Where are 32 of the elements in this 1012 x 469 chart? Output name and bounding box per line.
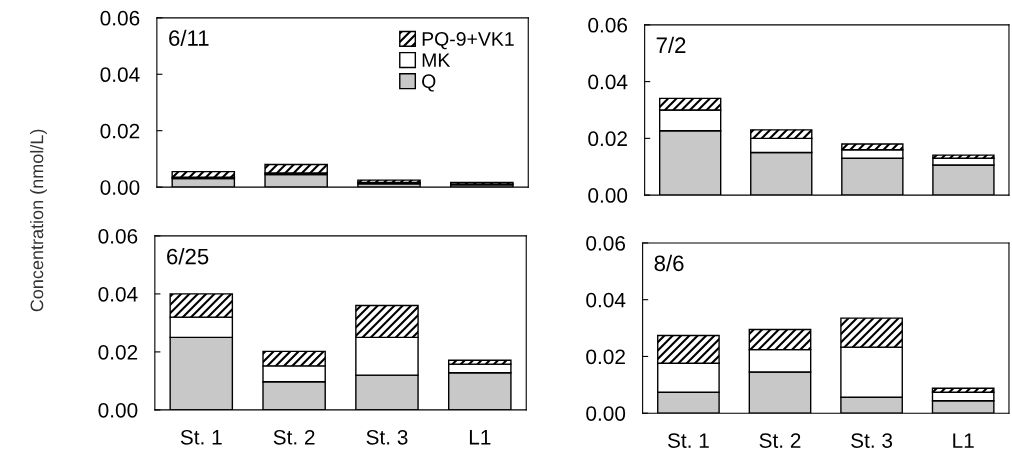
chart-title: 6/25 xyxy=(167,248,209,265)
y-tick-label: 0.00 xyxy=(98,402,138,418)
y-tick-label: 0.06 xyxy=(588,17,628,33)
x-tick-label: St. 2 xyxy=(759,433,801,448)
y-tick-label: 0.00 xyxy=(100,180,140,195)
y-tick-label: 0.00 xyxy=(586,406,626,421)
y-tick-label: 0.04 xyxy=(588,74,628,90)
y-tick-label: 0.00 xyxy=(588,188,628,203)
x-tick-label: St. 3 xyxy=(366,429,408,445)
y-tick-label: 0.02 xyxy=(588,131,627,147)
x-tick-label: L1 xyxy=(469,430,491,445)
y-tick-label: 0.06 xyxy=(586,235,626,251)
y-tick-label: 0.02 xyxy=(98,344,138,360)
y-tick-label: 0.04 xyxy=(98,286,138,302)
chart-title: 6/11 xyxy=(169,29,209,46)
x-tick-label: St. 2 xyxy=(273,429,315,445)
x-tick-label: St. 3 xyxy=(851,433,893,448)
y-tick-label: 0.04 xyxy=(586,292,626,308)
legend-label: MK xyxy=(422,53,451,67)
x-tick-label: St. 1 xyxy=(667,433,709,448)
y-tick-label: 0.06 xyxy=(98,228,138,244)
y-tick-label: 0.02 xyxy=(100,123,140,139)
y-axis-title: Concentration (nmol/L) xyxy=(30,129,47,312)
chart-title: 8/6 xyxy=(654,254,684,272)
x-tick-label: St. 1 xyxy=(180,429,222,445)
legend-label: Q xyxy=(422,74,436,92)
y-tick-label: 0.04 xyxy=(100,67,140,83)
y-tick-label: 0.06 xyxy=(100,10,140,26)
y-tick-label: 0.02 xyxy=(586,349,625,365)
x-tick-label: L1 xyxy=(953,433,974,448)
legend-label: PQ-9+VK1 xyxy=(422,32,514,50)
chart-title: 7/2 xyxy=(656,36,686,54)
